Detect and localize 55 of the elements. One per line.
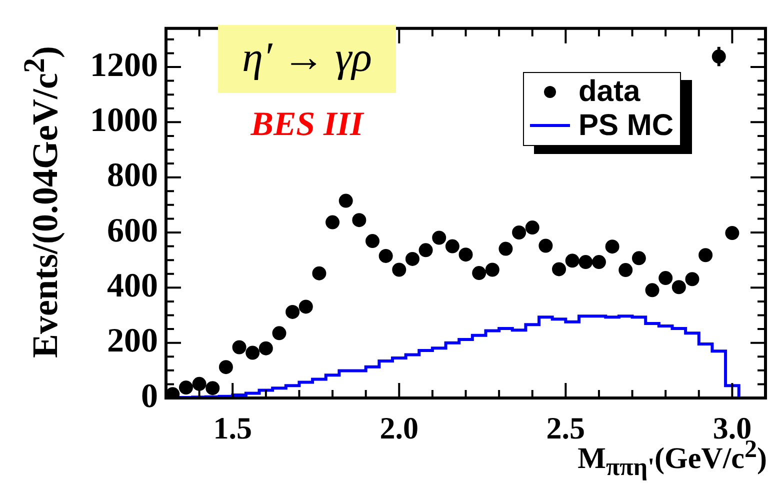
point xyxy=(178,380,193,395)
y-tick-label: 1000 xyxy=(90,102,158,139)
point xyxy=(258,341,273,356)
point xyxy=(338,194,353,208)
point xyxy=(272,326,286,340)
point xyxy=(392,262,406,277)
point xyxy=(378,248,393,263)
point xyxy=(712,50,726,64)
point xyxy=(326,215,340,230)
point xyxy=(485,262,500,277)
point xyxy=(206,381,220,396)
point xyxy=(405,252,420,266)
point xyxy=(512,226,526,240)
point xyxy=(658,271,673,286)
y-tick-label: 600 xyxy=(107,212,158,250)
point xyxy=(498,242,513,256)
point xyxy=(246,346,260,360)
point xyxy=(578,255,593,270)
point xyxy=(565,254,580,268)
point xyxy=(432,230,446,245)
point xyxy=(632,251,646,266)
point xyxy=(592,255,606,270)
point xyxy=(618,263,633,278)
point xyxy=(525,220,540,235)
point xyxy=(472,266,486,280)
point xyxy=(605,240,620,254)
point xyxy=(312,266,326,280)
point xyxy=(352,213,366,228)
point xyxy=(645,283,660,298)
y-tick-label: 0 xyxy=(141,378,158,415)
legend-label: data xyxy=(578,75,640,110)
y-tick-label: 200 xyxy=(107,322,158,360)
point xyxy=(685,272,700,286)
x-tick-label: 2.0 xyxy=(380,410,419,446)
point xyxy=(538,238,553,253)
point xyxy=(458,248,473,262)
legend-label: PS MC xyxy=(578,109,674,144)
point xyxy=(365,234,380,248)
x-tick-label: 1.5 xyxy=(213,410,252,446)
point xyxy=(286,304,300,319)
point xyxy=(552,262,566,276)
point xyxy=(445,239,460,254)
annotation: η′ → γρ xyxy=(242,35,372,82)
point xyxy=(418,243,433,258)
point xyxy=(298,300,313,314)
y-tick-label: 1200 xyxy=(90,46,158,84)
point xyxy=(698,248,713,262)
point xyxy=(218,360,233,374)
y-tick-label: 400 xyxy=(107,267,158,304)
point xyxy=(672,280,686,294)
point xyxy=(192,376,206,391)
point xyxy=(725,226,740,240)
y-tick-label: 800 xyxy=(107,157,158,194)
annotation: BES III xyxy=(250,106,365,143)
point xyxy=(232,340,246,354)
